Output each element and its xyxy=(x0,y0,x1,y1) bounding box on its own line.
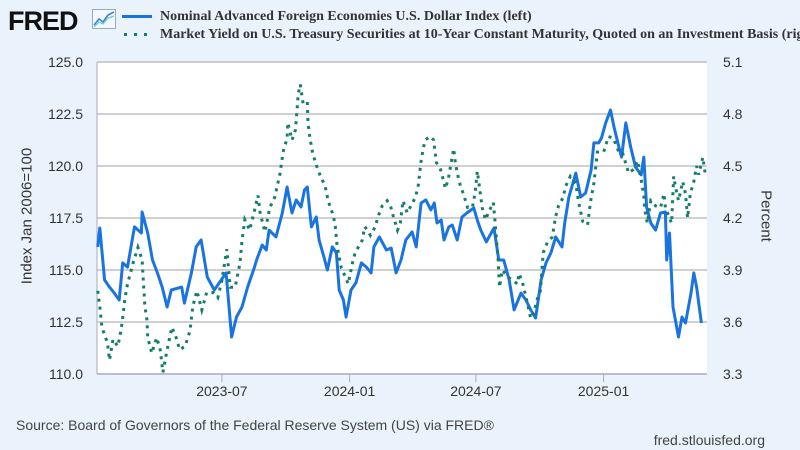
x-tick-label: 2024-01 xyxy=(324,383,376,399)
site-link[interactable]: fred.stlouisfed.org xyxy=(653,432,765,448)
y-tick-label-left: 110.0 xyxy=(49,366,83,382)
y-tick-label-right: 3.9 xyxy=(723,262,743,278)
x-tick-label: 2025-01 xyxy=(578,383,630,399)
y-tick-label-left: 115.0 xyxy=(49,262,83,278)
y-tick-label-right: 4.5 xyxy=(723,158,743,174)
fred-logo[interactable]: FRED xyxy=(8,6,78,36)
series-line-treasury-yield xyxy=(96,84,708,373)
y-tick-label-right: 5.1 xyxy=(723,54,743,70)
y-tick-label-left: 122.5 xyxy=(48,106,83,122)
legend-label: Nominal Advanced Foreign Economies U.S. … xyxy=(160,9,532,24)
y-tick-label-left: 117.5 xyxy=(49,210,83,226)
y-tick-label-left: 120.0 xyxy=(48,158,83,174)
y-tick-label-right: 4.2 xyxy=(723,210,743,226)
y-tick-label-right: 3.3 xyxy=(723,366,743,382)
source-note: Source: Board of Governors of the Federa… xyxy=(16,417,494,433)
series-line-dollar-index xyxy=(96,108,703,339)
legend-item-dollar-index[interactable]: Nominal Advanced Foreign Economies U.S. … xyxy=(122,8,800,26)
y-tick-label-left: 112.5 xyxy=(49,314,83,330)
x-tick-label: 2024-07 xyxy=(450,383,502,399)
legend-key-dotted xyxy=(122,30,154,40)
x-tick-label: 2023-07 xyxy=(196,383,248,399)
y-axis-title-right: Percent xyxy=(757,190,775,242)
y-axis-title-left: Index Jan 2006=100 xyxy=(18,147,36,285)
line-chart-icon xyxy=(92,9,116,29)
legend-label: Market Yield on U.S. Treasury Securities… xyxy=(160,27,800,42)
y-tick-label-left: 125.0 xyxy=(48,54,83,70)
legend-item-treasury-yield[interactable]: Market Yield on U.S. Treasury Securities… xyxy=(122,26,800,44)
legend: Nominal Advanced Foreign Economies U.S. … xyxy=(122,8,800,44)
y-tick-label-right: 4.8 xyxy=(723,106,743,122)
y-tick-label-right: 3.6 xyxy=(723,314,743,330)
legend-key-solid xyxy=(122,12,154,22)
